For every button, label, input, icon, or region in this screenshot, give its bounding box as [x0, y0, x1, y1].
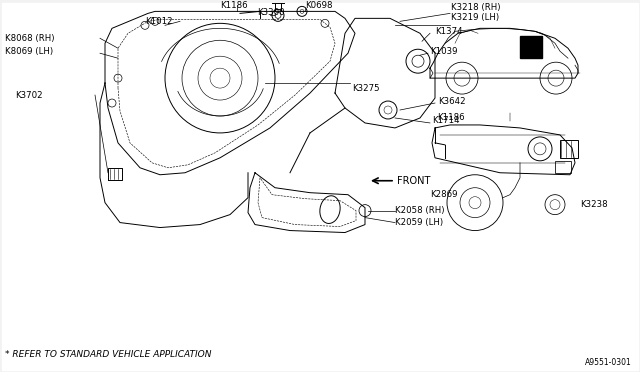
Text: * REFER TO STANDARD VEHICLE APPLICATION: * REFER TO STANDARD VEHICLE APPLICATION: [5, 350, 211, 359]
Text: K3275: K3275: [352, 84, 380, 93]
Text: K2059 (LH): K2059 (LH): [395, 218, 443, 227]
Text: K1039: K1039: [430, 47, 458, 56]
Text: K3300: K3300: [257, 8, 285, 17]
Text: K3218 (RH): K3218 (RH): [451, 3, 500, 12]
Text: A9551-0301: A9551-0301: [585, 357, 632, 366]
Text: K8068 (RH): K8068 (RH): [5, 34, 54, 43]
Text: K3702: K3702: [15, 90, 43, 100]
Text: K2869: K2869: [430, 190, 458, 199]
Text: FRONT: FRONT: [397, 176, 430, 186]
Bar: [520, 36, 542, 58]
Text: K0698: K0698: [305, 1, 333, 10]
Text: K1714: K1714: [432, 116, 460, 125]
Text: K1186: K1186: [437, 113, 465, 122]
Text: K3219 (LH): K3219 (LH): [451, 13, 499, 22]
Text: K2058 (RH): K2058 (RH): [395, 206, 445, 215]
Text: K1374: K1374: [435, 27, 463, 36]
Text: K1186: K1186: [220, 1, 248, 10]
Text: K1012: K1012: [145, 17, 173, 26]
Text: K8069 (LH): K8069 (LH): [5, 47, 53, 56]
Text: K3238: K3238: [580, 200, 607, 209]
Bar: [555, 161, 571, 173]
Bar: [560, 140, 578, 158]
Text: K3642: K3642: [438, 97, 466, 106]
